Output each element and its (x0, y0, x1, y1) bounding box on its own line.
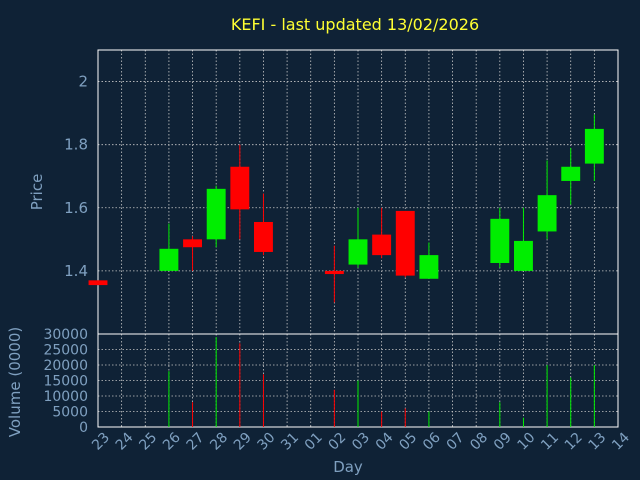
price-axis-label: Price (28, 174, 46, 211)
x-axis-label: Day (333, 458, 363, 476)
candle-body (206, 188, 226, 240)
x-tick-label: 06 (420, 430, 444, 454)
candle-body (395, 210, 415, 276)
candle-body (537, 195, 557, 232)
x-tick-label: 13 (585, 430, 609, 454)
candles-group (88, 114, 604, 303)
x-tick-label: 12 (562, 430, 586, 454)
x-tick-label: 23 (89, 430, 113, 454)
x-tick-label: 01 (302, 430, 326, 454)
price-tick-label: 1.8 (64, 136, 88, 154)
volume-tick-label: 15000 (43, 374, 88, 390)
chart-title: KEFI - last updated 13/02/2026 (231, 15, 479, 34)
candle-body (183, 239, 202, 248)
x-tick-label: 26 (160, 430, 184, 454)
volume-tick-label: 30000 (43, 327, 88, 343)
candle-body (372, 234, 392, 256)
x-tick-label: 27 (184, 430, 208, 454)
price-axis-ticks: 1.4 1.6 1.8 2 (64, 73, 88, 280)
volume-tick-label: 0 (79, 420, 88, 436)
x-tick-label: 05 (396, 430, 420, 454)
x-tick-label: 03 (349, 430, 373, 454)
x-tick-label: 25 (136, 430, 160, 454)
candle-body (490, 218, 510, 263)
x-tick-label: 11 (538, 430, 562, 454)
candle-body (348, 239, 368, 265)
candle-body (230, 166, 250, 210)
x-tick-label: 31 (278, 430, 302, 454)
x-tick-label: 24 (113, 430, 137, 454)
x-tick-label: 30 (255, 430, 279, 454)
x-tick-label: 02 (325, 430, 349, 454)
candle-body (254, 221, 273, 252)
candle-body (324, 270, 344, 275)
candle-body (419, 255, 439, 279)
price-tick-label: 1.6 (64, 199, 88, 217)
candle-body (88, 280, 108, 286)
x-tick-label: 08 (467, 430, 491, 454)
x-tick-label: 29 (231, 430, 255, 454)
candle-body (514, 240, 533, 271)
x-axis-ticks: 23 24 25 26 27 28 29 30 31 01 02 03 04 05 06 07 08 09 10 11… (89, 430, 633, 454)
volume-tick-label: 5000 (52, 405, 88, 421)
x-tick-label: 07 (444, 430, 468, 454)
candle-body (561, 166, 581, 181)
candle-body (159, 248, 179, 271)
volume-bars-group (168, 337, 595, 427)
price-tick-label: 2 (78, 73, 88, 91)
volume-tick-label: 20000 (43, 358, 88, 374)
price-tick-label: 1.4 (64, 262, 88, 280)
x-tick-label: 14 (609, 430, 633, 454)
volume-axis-label: Volume (0000) (6, 327, 24, 437)
volume-tick-label: 10000 (43, 389, 88, 405)
x-tick-label: 04 (373, 430, 397, 454)
x-tick-label: 09 (491, 430, 515, 454)
volume-tick-label: 25000 (43, 343, 88, 359)
candle-body (584, 128, 604, 164)
x-tick-label: 28 (207, 430, 231, 454)
x-tick-label: 10 (515, 430, 539, 454)
price-gridlines (98, 50, 618, 334)
